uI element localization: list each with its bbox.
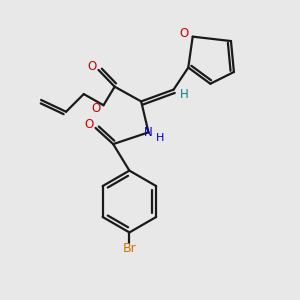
Text: H: H: [155, 133, 164, 142]
Text: N: N: [144, 126, 153, 139]
Text: H: H: [180, 88, 189, 101]
Text: Br: Br: [122, 242, 136, 255]
Text: O: O: [180, 27, 189, 40]
Text: O: O: [92, 102, 101, 115]
Text: O: O: [87, 60, 97, 73]
Text: O: O: [84, 118, 94, 131]
